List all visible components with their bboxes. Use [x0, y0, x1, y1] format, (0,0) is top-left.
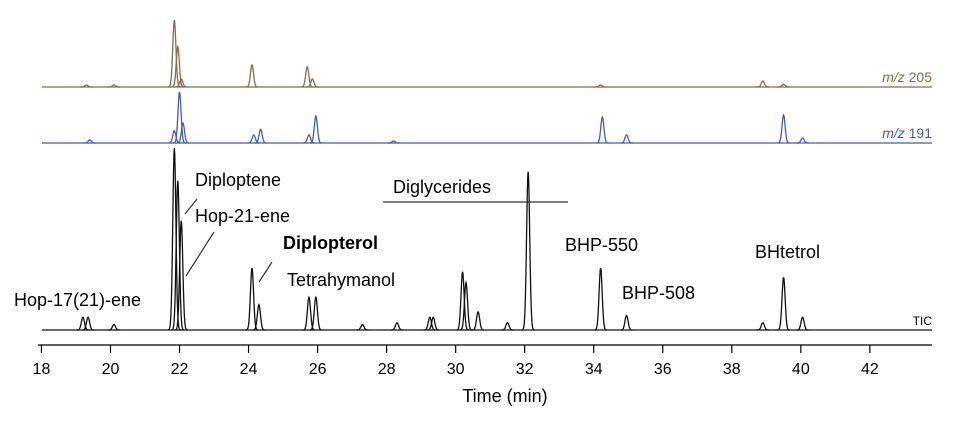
peak — [777, 113, 790, 144]
peak — [171, 180, 185, 331]
x-tick-label: 42 — [861, 361, 879, 378]
peak — [356, 323, 369, 331]
peak — [245, 267, 259, 331]
x-tick-label: 22 — [171, 361, 189, 378]
peak — [426, 316, 440, 331]
x-tick-label: 20 — [102, 361, 120, 378]
peak — [309, 295, 323, 331]
peak — [302, 134, 316, 144]
annotation: Tetrahymanol — [287, 270, 395, 290]
peak — [245, 63, 259, 88]
peak — [167, 147, 181, 331]
peak — [387, 140, 400, 144]
peak — [254, 128, 267, 144]
peak — [390, 321, 404, 331]
x-tick-label: 24 — [240, 361, 258, 378]
peak — [777, 83, 790, 88]
peak — [306, 78, 319, 88]
annotation: BHP-550 — [565, 235, 638, 255]
peak — [107, 323, 121, 331]
peak — [83, 139, 96, 144]
annotation: Diploptene — [195, 170, 281, 190]
annotation: Diplopterol — [283, 233, 378, 253]
peak — [620, 134, 633, 144]
peak — [175, 78, 188, 88]
trace-label: m/z 191 — [882, 125, 932, 141]
peak — [80, 84, 93, 88]
annotation: Hop-21-ene — [195, 206, 290, 226]
peak — [171, 44, 185, 88]
annotation: BHP-508 — [622, 283, 695, 303]
annotation: Hop-17(21)-ene — [14, 290, 141, 310]
peak — [594, 267, 607, 331]
x-tick-label: 30 — [447, 361, 465, 378]
x-tick-label: 28 — [378, 361, 396, 378]
peak — [309, 114, 323, 144]
leader-line — [184, 198, 198, 215]
peak — [501, 321, 514, 331]
peak — [302, 295, 316, 331]
x-tick-label: 36 — [654, 361, 672, 378]
annotation: BHtetrol — [755, 242, 820, 262]
x-axis-title: Time (min) — [462, 386, 547, 406]
peak — [594, 84, 607, 88]
x-tick-label: 34 — [585, 361, 603, 378]
leader-line — [258, 261, 273, 283]
peak — [796, 316, 809, 331]
peak — [456, 271, 469, 331]
peak — [596, 115, 609, 144]
trace-label: m/z 205 — [882, 69, 932, 85]
annotation: Diglycerides — [393, 177, 491, 197]
x-tick-label: 40 — [792, 361, 810, 378]
peak — [301, 65, 314, 88]
x-tick-label: 38 — [723, 361, 741, 378]
peak — [521, 171, 535, 331]
peak — [459, 280, 473, 331]
peak — [81, 316, 95, 331]
peak — [247, 134, 260, 144]
peak — [173, 91, 186, 144]
leader-line — [185, 231, 215, 277]
peak — [107, 84, 121, 88]
peak — [252, 303, 266, 331]
peak — [176, 121, 190, 144]
peak — [756, 321, 770, 331]
peak — [168, 129, 181, 144]
peak — [777, 277, 790, 331]
x-tick-label: 26 — [309, 361, 327, 378]
peak — [620, 314, 633, 331]
peak — [756, 80, 770, 88]
peak — [76, 316, 90, 331]
x-tick-label: 18 — [33, 361, 51, 378]
peak — [423, 316, 437, 331]
peak — [174, 220, 188, 331]
peak — [471, 310, 485, 331]
x-tick-label: 32 — [516, 361, 534, 378]
trace-label: TIC — [913, 314, 933, 328]
peak — [796, 137, 809, 144]
